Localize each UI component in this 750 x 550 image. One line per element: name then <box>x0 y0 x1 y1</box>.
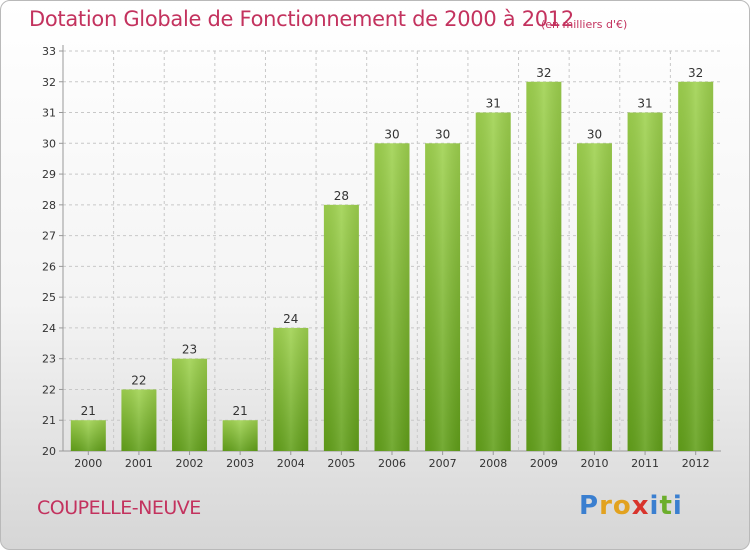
logo-letter: P <box>579 491 600 521</box>
bar-shade <box>121 389 157 451</box>
bar-shade <box>323 204 359 451</box>
logo-letter: t <box>659 491 673 521</box>
unit-label: (en milliers d'€) <box>541 18 628 31</box>
x-tick-label: 2005 <box>327 457 355 470</box>
y-tick-label: 33 <box>42 45 56 58</box>
data-label: 30 <box>384 127 399 141</box>
logo-letter: r <box>599 491 613 521</box>
bar-shade <box>374 143 410 452</box>
y-tick-label: 29 <box>42 168 56 181</box>
logo-letter: x <box>631 491 650 521</box>
x-tick-label: 2007 <box>429 457 457 470</box>
data-label: 22 <box>131 373 146 387</box>
x-tick-label: 2000 <box>74 457 102 470</box>
data-label: 30 <box>435 127 450 141</box>
y-tick-label: 22 <box>42 383 56 396</box>
data-labels: 21 22 23 21 24 28 30 30 31 32 30 31 32 <box>81 66 704 418</box>
x-tick-label: 2012 <box>682 457 710 470</box>
y-tick-label: 20 <box>42 445 56 458</box>
x-tick-label: 2008 <box>479 457 507 470</box>
x-tick-label: 2010 <box>580 457 608 470</box>
y-tick-label: 23 <box>42 353 56 366</box>
axes: 20 21 22 23 24 25 26 27 28 29 30 31 32 33 2000 2001 2002… <box>42 45 721 470</box>
data-label: 21 <box>81 404 96 418</box>
y-tick-label: 31 <box>42 107 56 120</box>
y-tick-label: 27 <box>42 230 56 243</box>
x-tick-label: 2003 <box>226 457 254 470</box>
bar-shade <box>475 112 511 452</box>
bar-shade <box>70 420 106 451</box>
y-tick-label: 32 <box>42 76 56 89</box>
chart-title: Dotation Globale de Fonctionnement de 20… <box>29 7 574 31</box>
y-tick-label: 26 <box>42 260 56 273</box>
bars <box>70 81 714 452</box>
x-tick-label: 2011 <box>631 457 659 470</box>
bar-shade <box>526 81 562 452</box>
x-tick-label: 2009 <box>530 457 558 470</box>
logo-letter: i <box>649 491 660 521</box>
y-tick-label: 21 <box>42 414 56 427</box>
bar-shade <box>678 81 714 452</box>
data-label: 31 <box>486 97 501 111</box>
data-label: 24 <box>283 312 298 326</box>
bar-shade <box>222 420 258 451</box>
x-tick-label: 2002 <box>176 457 204 470</box>
y-tick-label: 24 <box>42 322 56 335</box>
data-label: 32 <box>688 66 703 80</box>
bar-shade <box>273 327 309 451</box>
data-label: 21 <box>233 404 248 418</box>
x-tick-label: 2001 <box>125 457 153 470</box>
data-label: 30 <box>587 127 602 141</box>
x-tick-label: 2004 <box>277 457 305 470</box>
logo-letter: o <box>612 491 632 521</box>
bar-shade <box>425 143 461 452</box>
y-tick-label: 28 <box>42 199 56 212</box>
logo-letter: i <box>672 491 683 521</box>
bar-shade <box>172 358 208 451</box>
data-label: 28 <box>334 189 349 203</box>
bar-shade <box>627 112 663 452</box>
data-label: 23 <box>182 343 197 357</box>
y-tick-label: 30 <box>42 137 56 150</box>
x-tick-label: 2006 <box>378 457 406 470</box>
y-tick-label: 25 <box>42 291 56 304</box>
bar-shade <box>576 143 612 452</box>
proxiti-logo: Proxiti <box>579 491 683 521</box>
data-label: 31 <box>637 97 652 111</box>
data-label: 32 <box>536 66 551 80</box>
commune-name: COUPELLE-NEUVE <box>37 497 201 519</box>
